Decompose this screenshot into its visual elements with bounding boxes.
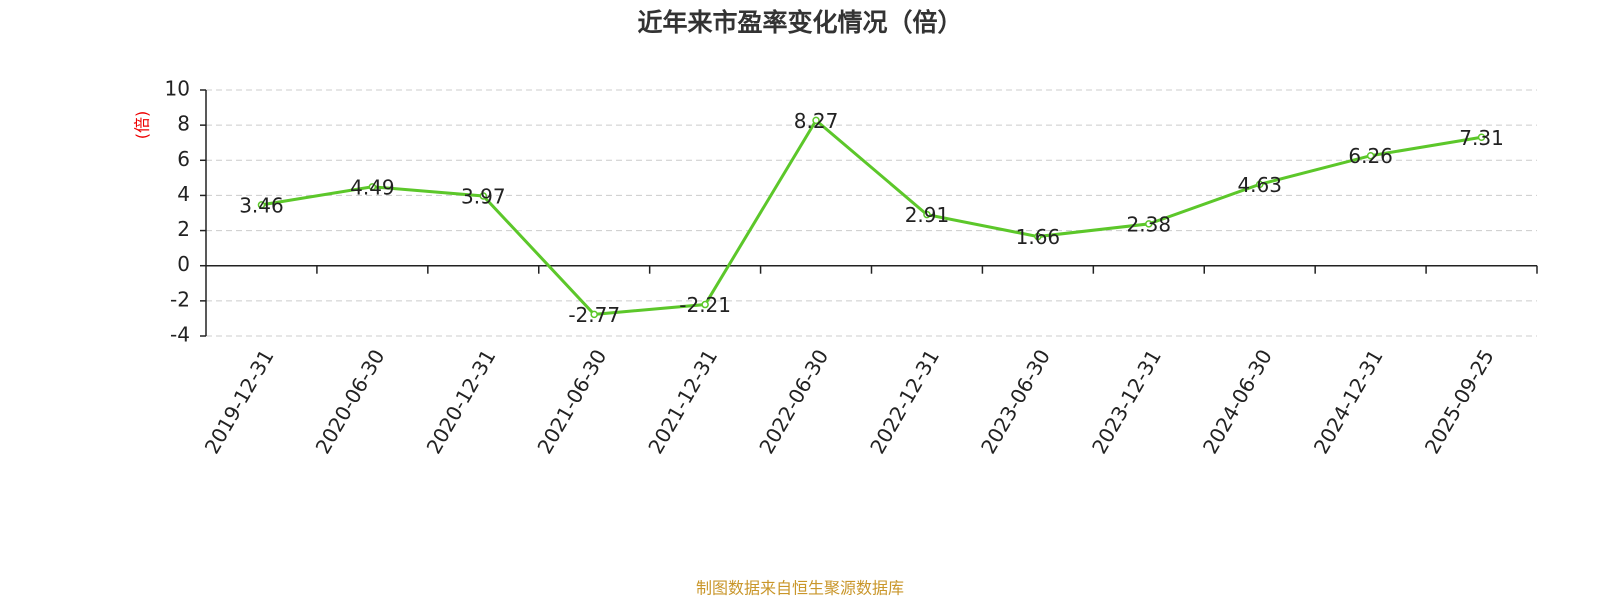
data-label: 4.49 [350,175,395,199]
y-tick-label: 2 [177,217,190,241]
data-line [261,118,1482,316]
data-point [257,201,266,209]
data-point [812,116,820,125]
data-point [1034,232,1042,241]
data-point [368,183,377,191]
data-point [1366,151,1375,160]
x-tick-label: 2024-12-31 [1309,345,1388,458]
y-tick-label: -4 [170,323,190,347]
x-tick-label: 2022-06-30 [754,345,833,458]
chart-title: 近年来市盈率变化情况（倍） [637,8,962,37]
data-label: 1.66 [1016,225,1061,249]
data-label: -2.21 [679,293,731,317]
data-label: 4.63 [1237,173,1282,197]
data-point [590,310,598,319]
x-tick-label: 2023-06-30 [976,345,1055,458]
data-label: 6.26 [1348,144,1393,168]
data-label: 2.38 [1127,212,1172,236]
data-label: 2.91 [905,203,950,227]
x-tick-label: 2025-09-25 [1420,345,1499,458]
y-tick-label: 4 [177,182,190,206]
data-point [1255,180,1264,189]
source-note: 制图数据来自恒生聚源数据库 [696,579,904,598]
x-tick-label: 2019-12-31 [200,345,279,458]
x-tick-label: 2024-06-30 [1198,345,1277,458]
x-tick-label: 2023-12-31 [1087,345,1166,458]
y-axis-label: (倍) [133,111,152,140]
data-point [479,192,488,200]
x-tick-label: 2021-06-30 [532,345,611,458]
data-label: 3.46 [239,193,284,217]
y-tick-label: 6 [177,147,190,171]
y-tick-label: 8 [177,112,190,136]
data-label: 8.27 [794,109,839,133]
data-point [1145,220,1153,228]
x-tick-label: 2020-12-31 [421,345,500,458]
x-tick-label: 2022-12-31 [865,345,944,458]
data-label: 7.31 [1459,126,1504,150]
y-tick-label: -2 [170,287,190,311]
y-tick-label: 10 [165,77,190,101]
data-point [701,300,709,309]
data-label: 3.97 [461,184,506,208]
x-tick-label: 2021-12-31 [643,345,722,458]
data-label: -2.77 [568,303,620,327]
y-tick-label: 0 [177,252,190,276]
data-point [1477,133,1486,142]
data-point [923,210,931,219]
x-tick-label: 2020-06-30 [311,345,390,458]
